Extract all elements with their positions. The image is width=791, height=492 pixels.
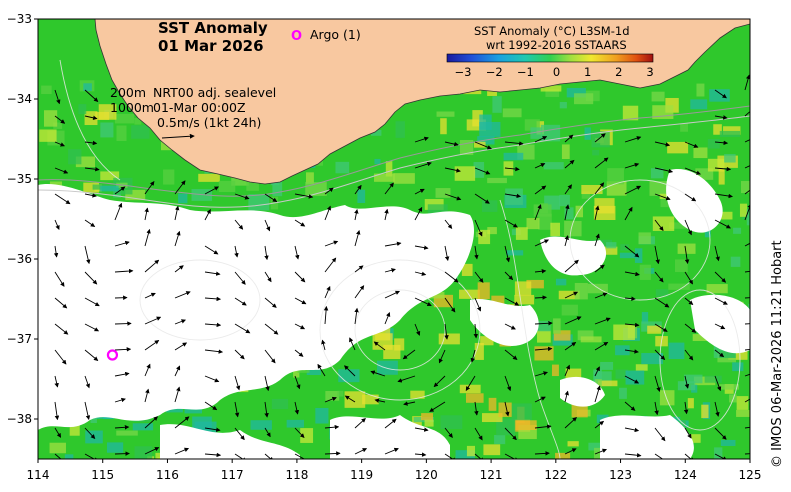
x-axis: 114 115 116 117 118 119 120 121 122 123 124 125: [27, 459, 762, 482]
isobath-200m: [38, 105, 750, 197]
y-tick-label: −36: [7, 252, 32, 266]
sealevel-time-label: 01-Mar 00:00Z: [153, 100, 246, 115]
colorbar-tick-label: 0: [553, 65, 560, 79]
imos-credit: © IMOS 06-Mar-2026 11:21 Hobart: [770, 240, 785, 468]
x-tick-label: 119: [350, 468, 373, 482]
x-tick-label: 115: [91, 468, 114, 482]
colorbar-title-line1: SST Anomaly (°C) L3SM-1d: [474, 24, 630, 38]
argo-legend-marker: O: [291, 29, 302, 44]
colorbar-tick-label: −2: [486, 65, 503, 79]
x-tick-label: 123: [609, 468, 632, 482]
colorbar-tick-label: −3: [455, 65, 472, 79]
y-axis: −33 −34 −35 −36 −37 −38: [7, 12, 38, 426]
x-tick-label: 122: [544, 468, 567, 482]
colorbar: [446, 53, 654, 63]
colorbar-ticks: −3 −2 −1 0 1 2 3: [455, 65, 654, 79]
y-tick-label: −38: [7, 412, 32, 426]
argo-floats: [106, 349, 119, 361]
colorbar-title-line2: wrt 1992-2016 SSTAARS: [486, 38, 627, 52]
colorbar-legend: SST Anomaly (°C) L3SM-1d wrt 1992-2016 S…: [446, 24, 654, 79]
isobath-200m-label: 200m: [110, 85, 146, 100]
x-tick-label: 125: [739, 468, 762, 482]
isobath-1000m: [38, 115, 750, 208]
map-title: SST Anomaly: [158, 19, 268, 37]
colorbar-tick-label: −1: [517, 65, 534, 79]
sealevel-contours: [59, 59, 741, 459]
velocity-scale-arrow: [161, 133, 195, 139]
x-tick-label: 121: [480, 468, 503, 482]
plot-frame: [37, 18, 751, 460]
x-tick-label: 116: [156, 468, 179, 482]
isobath-1000m-label: 1000m: [110, 100, 154, 115]
x-tick-label: 120: [415, 468, 438, 482]
x-tick-label: 118: [285, 468, 308, 482]
x-tick-label: 117: [221, 468, 244, 482]
y-tick-label: −37: [7, 332, 32, 346]
argo-legend-label: Argo (1): [310, 27, 361, 42]
sealevel-product-label: NRT00 adj. sealevel: [153, 85, 276, 100]
argo-float-marker: [106, 349, 119, 361]
y-tick-label: −35: [7, 172, 32, 186]
current-vectors: [53, 74, 750, 459]
plot-area: [38, 19, 750, 459]
colorbar-tick-label: 1: [584, 65, 591, 79]
y-tick-label: −33: [7, 12, 32, 26]
title-block: SST Anomaly 01 Mar 2026: [158, 19, 268, 55]
colorbar-tick-label: 3: [646, 65, 653, 79]
y-tick-label: −34: [7, 92, 32, 106]
colorbar-tick-label: 2: [615, 65, 622, 79]
x-tick-label: 124: [674, 468, 697, 482]
argo-legend: O Argo (1): [291, 27, 361, 44]
map-date: 01 Mar 2026: [158, 37, 264, 55]
x-tick-label: 114: [27, 468, 50, 482]
annotation-block: 200m NRT00 adj. sealevel 1000m 01-Mar 00…: [110, 85, 276, 139]
velocity-scale-label: 0.5m/s (1kt 24h): [157, 115, 261, 130]
